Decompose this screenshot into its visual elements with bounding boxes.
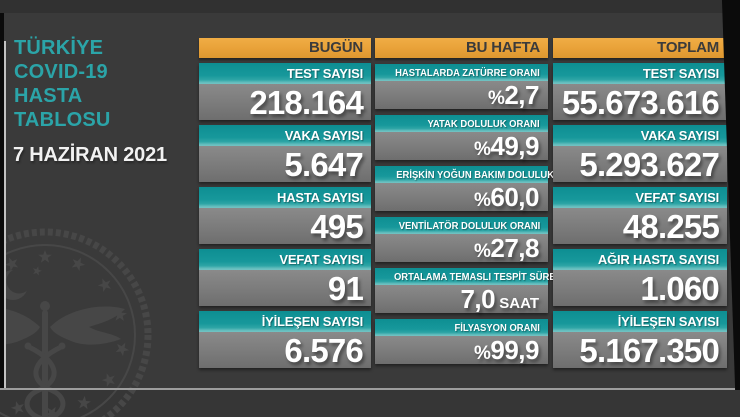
stat-value-number: 27,8 [490, 233, 539, 263]
stat-label-text: ORTALAMA TEMASLI TESPİT SÜRESİ [393, 271, 565, 283]
stat-row: VEFAT SAYISI 91 [199, 249, 371, 307]
stat-label: VEFAT SAYISI [553, 187, 727, 208]
stat-label: AĞIR HASTA SAYISI [553, 249, 727, 270]
report-date: 7 HAZİRAN 2021 [13, 144, 167, 166]
stat-row: HASTA SAYISI 495 [199, 187, 371, 245]
bottom-frame-line [0, 388, 735, 390]
stat-value: 55.673.616 [553, 84, 727, 121]
stat-value: 218.164 [199, 84, 371, 121]
stat-row: ERİŞKİN YOĞUN BAKIM DOLULUK ORANI %60,0 [375, 166, 587, 212]
column-bugun: BUGÜN TEST SAYISI 218.164 VAKA SAYISI 5.… [199, 38, 371, 369]
moh-emblem-logo [0, 175, 205, 417]
title-line-2: COVID-19 [14, 61, 108, 83]
column-header-toplam: TOPLAM [553, 38, 727, 58]
stat-row: FİLYASYON ORANI %99,9 [375, 319, 548, 365]
stat-label: HASTALARDA ZATÜRRE ORANI [375, 64, 548, 81]
stat-value: 91 [199, 270, 371, 307]
percent-prefix: % [487, 88, 505, 109]
stat-value: %60,0 [375, 182, 548, 212]
stat-value: %2,7 [375, 80, 548, 110]
stat-row: VAKA SAYISI 5.647 [199, 125, 371, 183]
stat-label: VENTİLATÖR DOLULUK ORANI [375, 217, 548, 234]
stat-row: ORTALAMA TEMASLI TESPİT SÜRESİ 7,0 SAAT [375, 268, 565, 314]
column-toplam: TOPLAM TEST SAYISI 55.673.616 VAKA SAYIS… [553, 38, 727, 369]
stat-row: İYİLEŞEN SAYISI 5.167.350 [553, 311, 727, 369]
stat-label-text: HASTALARDA ZATÜRRE ORANI [395, 67, 540, 79]
unit-suffix: SAAT [495, 295, 539, 312]
stat-value: 5.167.350 [553, 332, 727, 369]
column-bu-hafta: BU HAFTA HASTALARDA ZATÜRRE ORANI %2,7 Y… [375, 38, 587, 365]
stat-value: %99,9 [375, 335, 548, 365]
stat-value: %49,9 [375, 131, 548, 161]
stat-value: 495 [199, 208, 371, 245]
stat-label: FİLYASYON ORANI [375, 319, 548, 336]
title-line-4: TABLOSU [14, 109, 111, 131]
stat-value-number: 2,7 [504, 80, 539, 110]
stat-value: 5.647 [199, 146, 371, 183]
left-frame-edge [0, 13, 4, 389]
stat-value-number: 7,0 [460, 284, 496, 314]
page-title: TÜRKİYE COVID-19 HASTA TABLOSU [14, 36, 111, 132]
title-line-3: HASTA [14, 85, 83, 107]
percent-prefix: % [473, 190, 491, 211]
stat-value-number: 49,9 [490, 131, 539, 161]
stat-label: ERİŞKİN YOĞUN BAKIM DOLULUK ORANI [375, 166, 587, 183]
percent-prefix: % [473, 139, 491, 160]
stat-label: YATAK DOLULUK ORANI [375, 115, 548, 132]
stat-row: TEST SAYISI 218.164 [199, 63, 371, 121]
stat-label: VEFAT SAYISI [199, 249, 371, 270]
moh-emblem-icon [0, 228, 152, 417]
stat-row: YATAK DOLULUK ORANI %49,9 [375, 115, 548, 161]
stat-value: 1.060 [553, 270, 727, 307]
percent-prefix: % [473, 343, 491, 364]
stat-value: 7,0 SAAT [375, 284, 548, 314]
stat-label-text: FİLYASYON ORANI [454, 322, 540, 334]
stat-value-number: 99,9 [490, 335, 539, 365]
top-strip [0, 0, 740, 13]
stat-label-text: ERİŞKİN YOĞUN BAKIM DOLULUK ORANI [396, 169, 588, 181]
left-frame-line [4, 41, 6, 389]
column-header-bu-hafta: BU HAFTA [375, 38, 548, 58]
stat-label: TEST SAYISI [199, 63, 371, 84]
stat-row: VENTİLATÖR DOLULUK ORANI %27,8 [375, 217, 548, 263]
stat-label: HASTA SAYISI [199, 187, 371, 208]
title-line-1: TÜRKİYE [14, 37, 104, 59]
stat-value: 48.255 [553, 208, 727, 245]
stat-label-text: YATAK DOLULUK ORANI [427, 118, 540, 130]
stat-label: TEST SAYISI [553, 63, 727, 84]
stat-row: HASTALARDA ZATÜRRE ORANI %2,7 [375, 64, 548, 110]
stat-value: 6.576 [199, 332, 371, 369]
stat-label: VAKA SAYISI [199, 125, 371, 146]
stat-value-number: 60,0 [490, 182, 539, 212]
stat-label-text: VENTİLATÖR DOLULUK ORANI [398, 220, 540, 232]
stat-label: VAKA SAYISI [553, 125, 727, 146]
stat-row: İYİLEŞEN SAYISI 6.576 [199, 311, 371, 369]
stat-row: AĞIR HASTA SAYISI 1.060 [553, 249, 727, 307]
stat-row: VEFAT SAYISI 48.255 [553, 187, 727, 245]
stat-label: İYİLEŞEN SAYISI [199, 311, 371, 332]
stat-label: İYİLEŞEN SAYISI [553, 311, 727, 332]
column-header-bugun: BUGÜN [199, 38, 371, 58]
stat-row: TEST SAYISI 55.673.616 [553, 63, 727, 121]
stat-value: 5.293.627 [553, 146, 727, 183]
stat-label: ORTALAMA TEMASLI TESPİT SÜRESİ [375, 268, 565, 285]
stat-row: VAKA SAYISI 5.293.627 [553, 125, 727, 183]
percent-prefix: % [473, 241, 491, 262]
stat-value: %27,8 [375, 233, 548, 263]
